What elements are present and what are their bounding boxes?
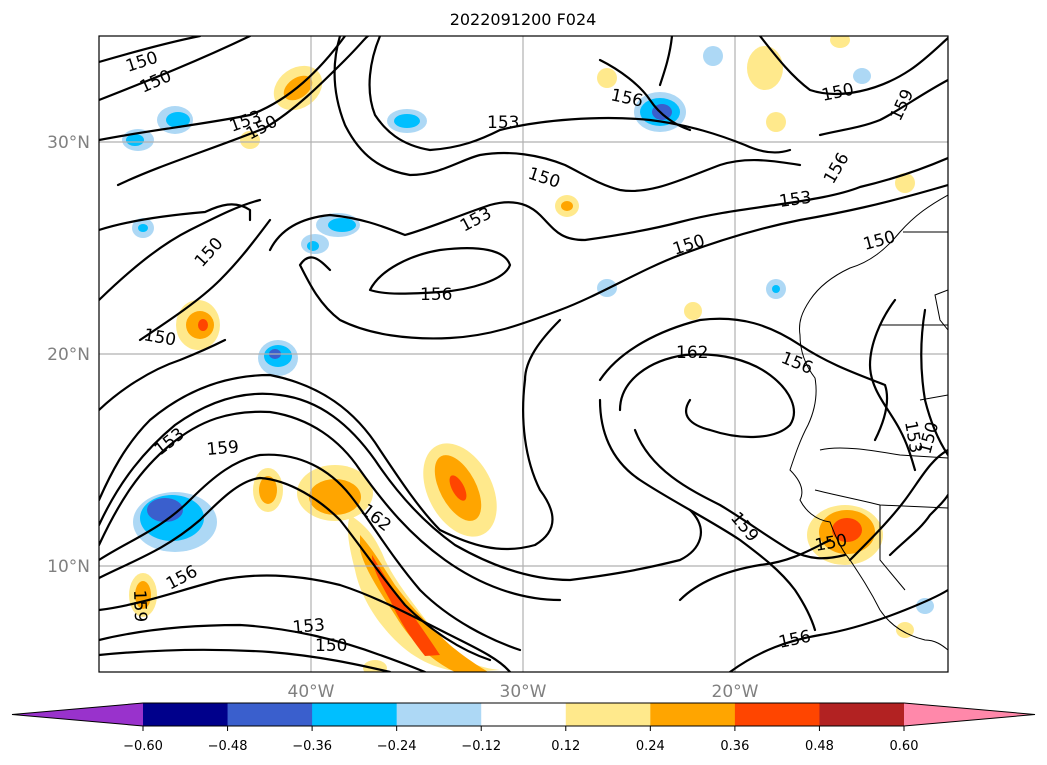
colorbar-segment xyxy=(481,703,567,726)
contour-label: 162 xyxy=(676,343,708,363)
lat-label-10n: 10°N xyxy=(47,557,90,577)
map-title: 2022091200 F024 xyxy=(450,10,597,29)
contour-label: 153 xyxy=(487,113,519,133)
contour-label: 159 xyxy=(206,437,240,460)
map-frame xyxy=(98,35,949,673)
colorbar-tick-label: 0.60 xyxy=(890,739,919,754)
lat-label-20n: 20°N xyxy=(47,345,90,365)
lon-label-40w: 40°W xyxy=(288,682,335,702)
contour-labels: 150 150 153 150 153 150 153 156 156 150 … xyxy=(123,48,943,656)
latitude-labels: 30°N 20°N 10°N xyxy=(47,133,90,577)
coastlines xyxy=(789,194,948,651)
colorbar-tick-label: 0.48 xyxy=(805,739,834,754)
colorbar-extend-high xyxy=(904,703,1035,726)
negative-anomaly-patches xyxy=(122,46,934,614)
colorbar-ticks: −0.60 −0.48 −0.36 −0.24 −0.12 0.12 0.24 0.36 0.4… xyxy=(123,726,918,754)
colorbar-tick-label: −0.48 xyxy=(208,739,248,754)
colorbar-tick-label: −0.36 xyxy=(292,739,332,754)
contour-label: 153 xyxy=(292,615,326,638)
colorbar-extend-low xyxy=(12,703,143,726)
colorbar-tick-label: 0.24 xyxy=(636,739,665,754)
lat-label-30n: 30°N xyxy=(47,133,90,153)
contour-label: 153 xyxy=(778,188,813,212)
colorbar-segment xyxy=(734,703,820,726)
colorbar-tick-label: −0.12 xyxy=(461,739,501,754)
colorbar xyxy=(11,702,1036,727)
contour-label: 150 xyxy=(315,636,347,656)
height-contours xyxy=(99,36,948,672)
colorbar-tick-label: 0.36 xyxy=(720,739,749,754)
colorbar-segment xyxy=(227,703,313,726)
contour-label: 159 xyxy=(129,589,150,622)
colorbar-segment xyxy=(819,703,905,726)
colorbar-segment xyxy=(396,703,482,726)
contour-label: 156 xyxy=(420,285,452,305)
map-plot-area: 150 150 153 150 153 150 153 156 156 150 … xyxy=(99,36,948,672)
colorbar-segment xyxy=(650,703,736,726)
colorbar-segment xyxy=(565,703,651,726)
colorbar-segment xyxy=(312,703,398,726)
lon-label-20w: 20°W xyxy=(712,682,759,702)
colorbar-tick-label: 0.12 xyxy=(551,739,580,754)
colorbar-tick-label: −0.60 xyxy=(123,739,163,754)
lon-label-30w: 30°W xyxy=(500,682,547,702)
colorbar-tick-label: −0.24 xyxy=(377,739,417,754)
longitude-labels: 40°W 30°W 20°W xyxy=(288,682,759,702)
colorbar-segment xyxy=(143,703,229,726)
